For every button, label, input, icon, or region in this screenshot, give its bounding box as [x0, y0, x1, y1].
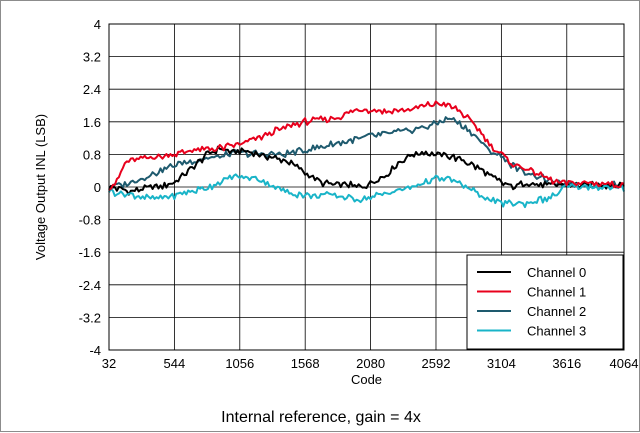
series-line-channel-3 — [108, 173, 625, 209]
x-axis-title: Code — [351, 372, 382, 387]
x-tick-labels: 32 544 1056 1568 2080 2592 3104 3616 4064 — [102, 356, 639, 371]
y-tick-label: 1.6 — [83, 115, 101, 130]
x-tick-label: 2080 — [356, 356, 385, 371]
legend-entry: Channel 2 — [527, 304, 586, 319]
legend-entry: Channel 1 — [527, 285, 586, 300]
x-tick-label: 3616 — [552, 356, 581, 371]
y-tick-label: 4 — [94, 17, 101, 32]
x-tick-label: 4064 — [610, 356, 639, 371]
y-tick-label: -2.4 — [79, 278, 101, 293]
legend-entry: Channel 0 — [527, 265, 586, 280]
x-tick-label: 1056 — [225, 356, 254, 371]
series-line-channel-2 — [108, 116, 624, 189]
y-tick-label: 0 — [94, 180, 101, 195]
chart-caption: Internal reference, gain = 4x — [221, 409, 421, 426]
y-tick-label: -0.8 — [79, 213, 101, 228]
x-tick-label: 1568 — [291, 356, 320, 371]
series-lines — [108, 100, 625, 209]
y-tick-label: 3.2 — [83, 50, 101, 65]
legend-box — [466, 254, 624, 350]
y-tick-label: 0.8 — [83, 147, 101, 162]
x-tick-label: 2592 — [422, 356, 451, 371]
y-tick-label: -4 — [89, 343, 101, 358]
legend-entry: Channel 3 — [527, 324, 586, 339]
y-tick-label: 2.4 — [83, 82, 101, 97]
y-tick-label: -3.2 — [79, 310, 101, 325]
x-tick-label: 32 — [102, 356, 116, 371]
series-line-channel-1 — [108, 100, 625, 191]
y-tick-label: -1.6 — [79, 245, 101, 260]
legend: Channel 0 Channel 1 Channel 2 Channel 3 — [466, 254, 624, 350]
grid — [108, 23, 625, 351]
y-axis-title: Voltage Output INL (LSB) — [33, 114, 48, 260]
series-line-channel-0 — [108, 145, 625, 196]
y-tick-labels: 4 3.2 2.4 1.6 0.8 0 -0.8 -1.6 -2.4 -3.2 -4 — [79, 17, 101, 358]
plot-area-border — [108, 23, 625, 351]
x-tick-label: 3104 — [487, 356, 516, 371]
x-tick-label: 544 — [164, 356, 186, 371]
